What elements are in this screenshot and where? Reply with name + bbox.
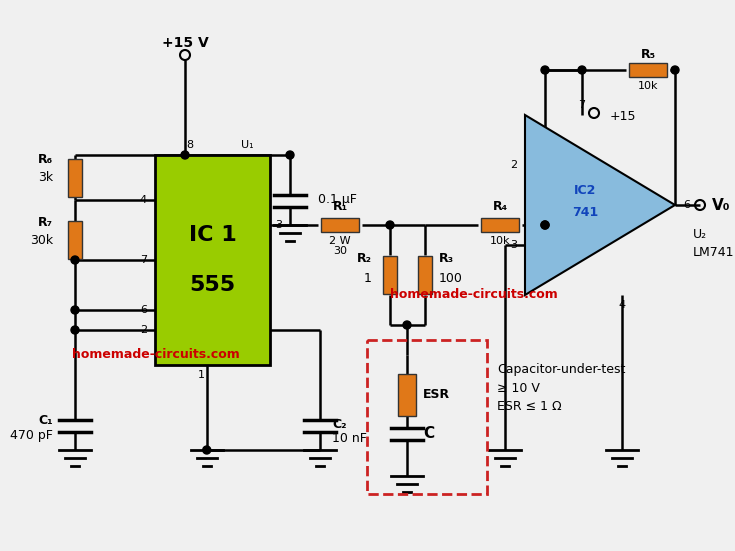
Text: 2: 2 [140, 325, 147, 335]
Text: +15: +15 [610, 111, 637, 123]
Text: R₁: R₁ [332, 201, 348, 213]
Text: 555: 555 [190, 275, 235, 295]
Text: 8: 8 [186, 140, 193, 150]
Bar [367, 340, 487, 494]
Text: R₄: R₄ [492, 201, 508, 213]
Text: U₂: U₂ [693, 229, 707, 241]
Text: C₁: C₁ [38, 413, 53, 426]
Text: +15 V: +15 V [162, 36, 209, 50]
Text: 1: 1 [198, 370, 204, 380]
Polygon shape [525, 115, 675, 295]
Text: Capacitor-under-test: Capacitor-under-test [497, 364, 625, 376]
Text: 4: 4 [619, 300, 626, 310]
Text: 0.1 µF: 0.1 µF [318, 193, 357, 207]
Circle shape [671, 66, 679, 74]
Circle shape [403, 321, 411, 329]
Text: 10 nF: 10 nF [332, 431, 367, 445]
Text: R₃: R₃ [439, 252, 454, 266]
Text: ESR: ESR [423, 388, 450, 402]
Circle shape [203, 446, 211, 454]
Bar [321, 218, 359, 232]
Circle shape [578, 66, 586, 74]
Text: 7: 7 [140, 255, 147, 265]
Text: homemade-circuits.com: homemade-circuits.com [72, 348, 240, 361]
Bar [155, 155, 270, 365]
Text: IC2: IC2 [574, 183, 596, 197]
Text: 3: 3 [510, 240, 517, 250]
Text: 6: 6 [683, 200, 690, 210]
Text: 3k: 3k [38, 171, 53, 184]
Text: IC 1: IC 1 [189, 225, 237, 245]
Text: ≥ 10 V: ≥ 10 V [497, 381, 540, 395]
Text: 10k: 10k [638, 81, 659, 91]
Circle shape [71, 306, 79, 314]
Text: 10k: 10k [490, 236, 510, 246]
Text: R₂: R₂ [357, 252, 372, 266]
Text: R₅: R₅ [641, 47, 656, 61]
Text: V₀: V₀ [712, 197, 731, 213]
Text: homemade-circuits.com: homemade-circuits.com [390, 289, 558, 301]
Bar [68, 221, 82, 259]
Bar [68, 159, 82, 197]
Text: 2: 2 [510, 160, 517, 170]
Text: 470 pF: 470 pF [10, 429, 53, 441]
Text: C: C [423, 426, 434, 441]
Bar [629, 63, 667, 77]
Bar [418, 256, 432, 294]
Text: LM741: LM741 [693, 246, 734, 260]
Circle shape [541, 66, 549, 74]
Text: 30k: 30k [30, 234, 53, 246]
Circle shape [71, 256, 79, 264]
Text: 1: 1 [364, 273, 372, 285]
Text: R₇: R₇ [38, 215, 53, 229]
Text: 7: 7 [578, 100, 586, 110]
Text: 30: 30 [333, 246, 347, 256]
Bar [398, 374, 416, 416]
Text: U₁: U₁ [240, 140, 254, 150]
Text: ESR ≤ 1 Ω: ESR ≤ 1 Ω [497, 399, 562, 413]
Text: 2 W: 2 W [329, 236, 351, 246]
Text: 6: 6 [140, 305, 147, 315]
Bar [383, 256, 397, 294]
Text: 100: 100 [439, 273, 463, 285]
Circle shape [541, 221, 549, 229]
Circle shape [541, 221, 549, 229]
Circle shape [386, 221, 394, 229]
Text: C₂: C₂ [332, 418, 346, 430]
Circle shape [181, 151, 189, 159]
Text: 741: 741 [572, 207, 598, 219]
Text: 3: 3 [275, 220, 282, 230]
Bar [481, 218, 519, 232]
Circle shape [71, 326, 79, 334]
Circle shape [286, 151, 294, 159]
Text: 4: 4 [140, 195, 147, 205]
Text: R₆: R₆ [38, 153, 53, 166]
